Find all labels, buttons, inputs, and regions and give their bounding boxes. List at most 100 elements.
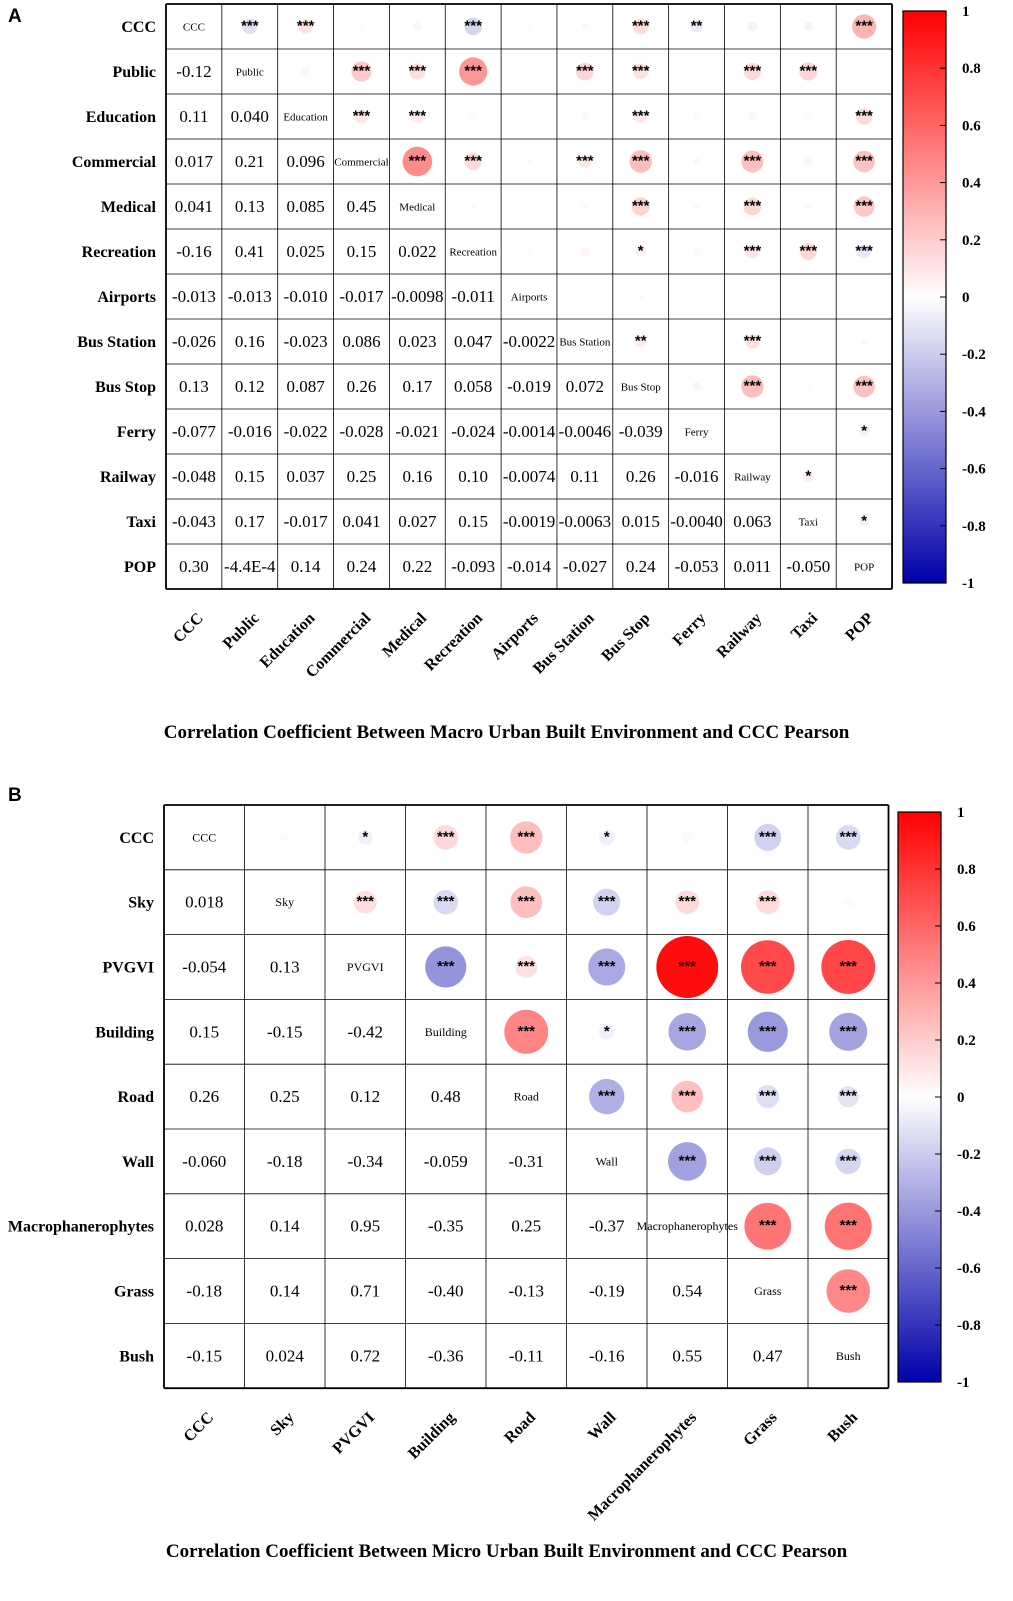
- panel-a-colorbar-tick-label: 0.4: [962, 176, 981, 192]
- panel-b-significance-marker: ***: [839, 1282, 857, 1299]
- panel-a-correlation-circle: [857, 244, 871, 259]
- panel-a-correlation-circle: [629, 150, 652, 173]
- panel-b-correlation-circle: [667, 1142, 707, 1181]
- panel-b-correlation-circle: [599, 1024, 615, 1040]
- panel-a-coefficient-value: 0.45: [347, 197, 377, 216]
- panel-b-correlation-circle: [756, 1085, 780, 1109]
- panel-a-correlation-circle: [351, 61, 372, 82]
- panel-a-coefficient-value: -0.014: [507, 557, 551, 576]
- panel-a-row-label: Airports: [97, 289, 156, 306]
- panel-a-row-label: POP: [124, 559, 156, 576]
- panel-b-colorbar-tick-label: 0.2: [957, 1033, 976, 1049]
- panel-b-coefficient-value: 0.72: [350, 1346, 380, 1365]
- panel-b-row-label: Macrophanerophytes: [8, 1219, 154, 1236]
- panel-a-coefficient-value: 0.41: [235, 242, 265, 261]
- panel-a-correlation-circle: [802, 470, 814, 483]
- panel-a-significance-marker: ***: [409, 153, 427, 170]
- panel-b-correlation-circle: [425, 946, 467, 988]
- panel-b-significance-marker: ***: [678, 1088, 696, 1105]
- panel-b-colorbar-tick-label: -0.4: [957, 1204, 981, 1220]
- panel-a-correlation-circle: [860, 337, 868, 346]
- panel-a-coefficient-value: 0.072: [566, 377, 604, 396]
- panel-a-correlation-circle: [526, 68, 532, 75]
- panel-a-row-label: Medical: [101, 199, 157, 216]
- panel-a-correlation-circle: [583, 295, 587, 298]
- panel-a-coefficient-value: 0.086: [342, 332, 380, 351]
- panel-a-coefficient-value: 0.14: [291, 557, 321, 576]
- panel-a-coefficient-value: 0.058: [454, 377, 492, 396]
- panel-a-correlation-circle: [632, 18, 649, 35]
- panel-b-correlation-circle: [747, 1011, 788, 1052]
- panel-b-significance-marker: ***: [759, 1023, 777, 1040]
- panel-a-correlation-circle: [410, 110, 424, 123]
- panel-b-correlation-circle: [671, 1080, 704, 1113]
- panel-a-coefficient-value: 0.041: [175, 197, 213, 216]
- panel-a-coefficient-value: 0.13: [179, 377, 209, 396]
- panel-a-correlation-circle: [634, 335, 647, 348]
- panel-a-coefficient-value: -0.0014: [503, 422, 556, 441]
- panel-a-correlation-circle: [526, 204, 532, 209]
- panel-a-coefficient-value: 0.13: [235, 197, 265, 216]
- panel-b-coefficient-value: 0.95: [350, 1217, 380, 1236]
- panel-b-significance-marker: ***: [678, 893, 696, 910]
- panel-a-coefficient-value: 0.22: [402, 557, 432, 576]
- panel-a-column-label: POP: [842, 610, 877, 645]
- panel-a-coefficient-value: -0.023: [284, 332, 328, 351]
- panel-b-row-label: Building: [95, 1024, 154, 1041]
- panel-a-correlation-circle: [402, 146, 433, 177]
- panel-a-coefficient-value: 0.15: [235, 467, 265, 486]
- panel-b-diagonal-label: Building: [425, 1025, 467, 1039]
- panel-a-row-label: Ferry: [117, 424, 156, 441]
- panel-a-correlation-circle: [526, 114, 532, 119]
- panel-a-coefficient-value: -0.0022: [503, 332, 555, 351]
- panel-b-column-label: Building: [405, 1409, 459, 1463]
- panel-a-colorbar-tick-label: -0.2: [962, 347, 986, 363]
- panel-a-diagonal-label: Education: [283, 112, 328, 124]
- panel-b-coefficient-value: 0.47: [753, 1346, 783, 1365]
- panel-a-correlation-circle: [743, 62, 761, 81]
- panel-b-coefficient-value: 0.26: [189, 1087, 219, 1106]
- panel-a-coefficient-value: -0.048: [172, 467, 216, 486]
- panel-a-column-label: Taxi: [788, 609, 821, 642]
- panel-b-coefficient-value: -0.37: [589, 1217, 625, 1236]
- panel-b-coefficient-value: -0.34: [348, 1152, 384, 1171]
- panel-a-correlation-circle: [806, 295, 810, 298]
- panel-a-coefficient-value: -0.013: [172, 287, 216, 306]
- panel-b-correlation-circle: [515, 956, 538, 978]
- panel-a-diagonal-label: Bus Stop: [621, 382, 662, 394]
- panel-a-coefficient-value: 0.15: [347, 242, 377, 261]
- panel-b-coefficient-value: 0.71: [350, 1282, 380, 1301]
- panel-a-correlation-circle: [741, 375, 764, 398]
- panel-a-correlation-circle: [861, 474, 867, 479]
- panel-a-correlation-circle: [799, 242, 817, 261]
- panel-a-significance-marker: ***: [855, 18, 873, 35]
- panel-a-significance-marker: **: [691, 18, 703, 35]
- panel-a-row-label: CCC: [121, 19, 156, 36]
- panel-b-correlation-circle: [835, 825, 861, 850]
- panel-a-correlation-circle: [526, 158, 532, 165]
- panel-a-diagonal-label: Medical: [399, 202, 435, 214]
- panel-a-coefficient-value: -0.0046: [559, 422, 611, 441]
- panel-a-significance-marker: ***: [576, 63, 594, 80]
- panel-b-label: B: [8, 785, 22, 806]
- panel-a-significance-marker: ***: [409, 63, 427, 80]
- panel-b-diagonal-label: Road: [514, 1090, 539, 1104]
- panel-a-correlation-circle: [861, 293, 867, 300]
- panel-a-correlation-circle: [805, 113, 812, 120]
- panel-a-significance-marker: ***: [744, 333, 762, 350]
- panel-a-colorbar-tick-label: -0.6: [962, 462, 986, 478]
- panel-b-coefficient-value: -0.11: [509, 1346, 544, 1365]
- panel-b-row-label: Road: [118, 1089, 155, 1106]
- panel-a-coefficient-value: -4.4E-4: [224, 557, 276, 576]
- panel-b-coefficient-value: -0.35: [428, 1217, 463, 1236]
- panel-b-significance-marker: ***: [839, 828, 857, 845]
- panel-a-coefficient-value: -0.039: [619, 422, 663, 441]
- panel-a-correlation-circle: [803, 157, 813, 166]
- panel-a-colorbar-tick-label: 0.8: [962, 61, 981, 77]
- panel-b-diagonal-label: PVGVI: [347, 960, 384, 974]
- panel-b-coefficient-value: -0.31: [509, 1152, 544, 1171]
- panel-a-coefficient-value: -0.0098: [391, 287, 443, 306]
- panel-a-coefficient-value: -0.013: [228, 287, 272, 306]
- panel-b-coefficient-value: -0.13: [509, 1282, 544, 1301]
- panel-b-row-label: Grass: [114, 1284, 154, 1301]
